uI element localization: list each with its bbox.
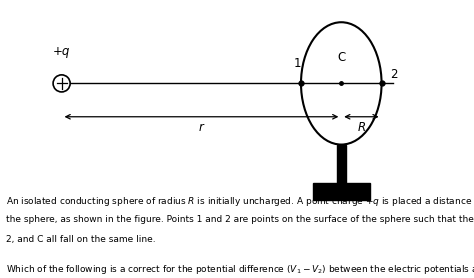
- Text: 2, and C all fall on the same line.: 2, and C all fall on the same line.: [6, 235, 155, 244]
- Text: C: C: [337, 51, 346, 64]
- Text: Which of the following is a correct for the potential difference $(V_1 - V_2)$ b: Which of the following is a correct for …: [6, 263, 474, 276]
- Text: An isolated conducting sphere of radius $R$ is initially uncharged. A point char: An isolated conducting sphere of radius …: [6, 195, 474, 208]
- Text: 2: 2: [390, 68, 397, 81]
- Text: +q: +q: [53, 45, 70, 58]
- Text: the sphere, as shown in the figure. Points 1 and 2 are points on the surface of : the sphere, as shown in the figure. Poin…: [6, 215, 474, 224]
- Ellipse shape: [301, 22, 382, 145]
- Bar: [337, 145, 346, 183]
- Text: $R$: $R$: [357, 121, 366, 134]
- Circle shape: [53, 75, 70, 92]
- Bar: [313, 183, 370, 200]
- Text: 1: 1: [293, 56, 301, 70]
- Text: $r$: $r$: [198, 121, 205, 134]
